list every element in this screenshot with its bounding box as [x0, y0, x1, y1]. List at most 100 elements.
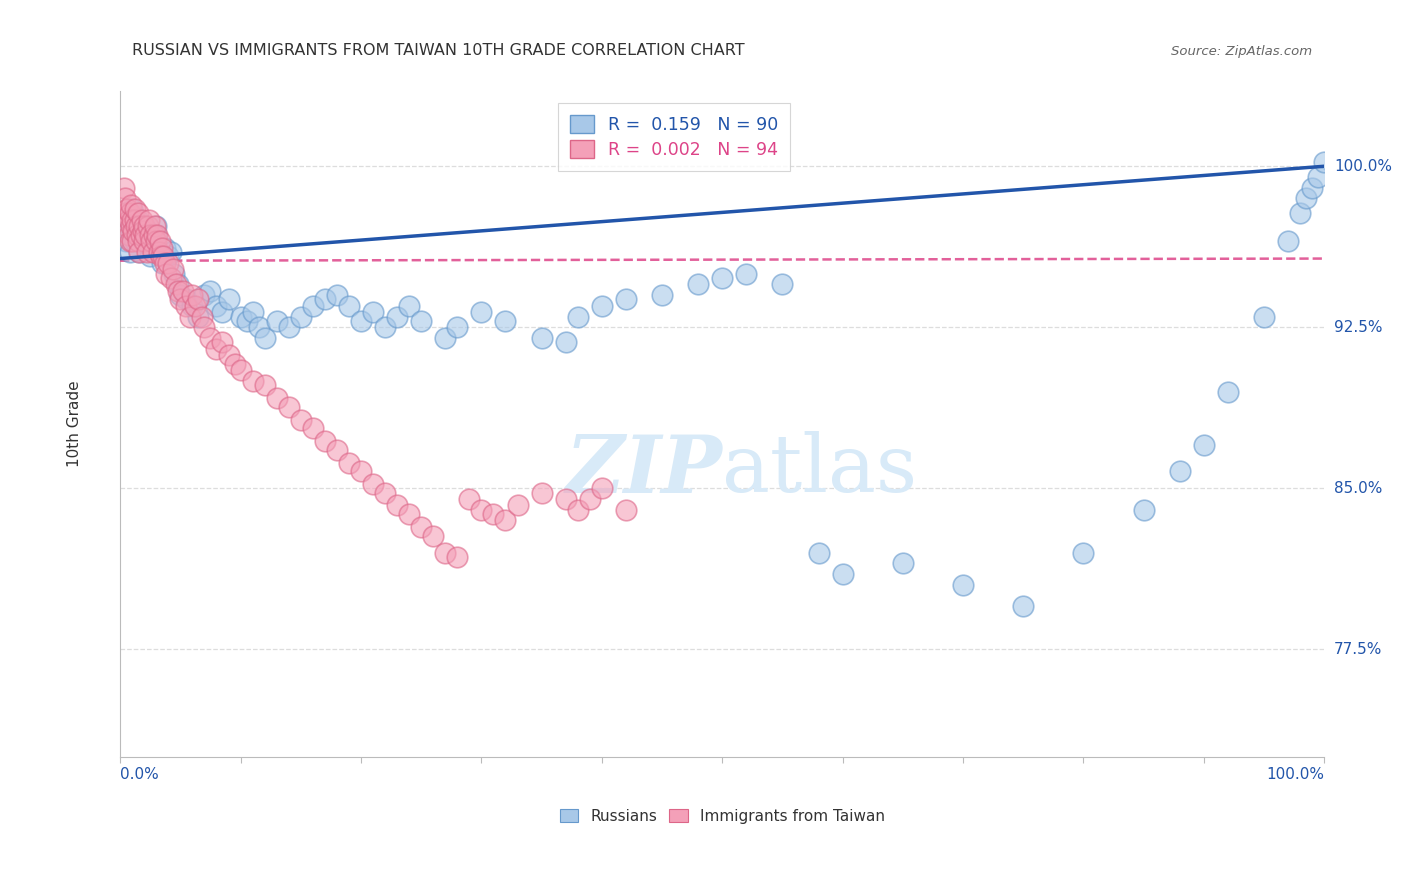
Text: Source: ZipAtlas.com: Source: ZipAtlas.com	[1171, 45, 1312, 58]
Point	[134, 219, 156, 234]
Text: atlas: atlas	[723, 432, 917, 509]
Point	[434, 546, 457, 560]
Point	[1253, 310, 1275, 324]
Point	[247, 320, 270, 334]
Text: RUSSIAN VS IMMIGRANTS FROM TAIWAN 10TH GRADE CORRELATION CHART: RUSSIAN VS IMMIGRANTS FROM TAIWAN 10TH G…	[132, 43, 745, 58]
Point	[242, 305, 264, 319]
Point	[578, 491, 600, 506]
Point	[145, 235, 167, 249]
Point	[122, 224, 145, 238]
Point	[1308, 169, 1330, 184]
Point	[385, 310, 408, 324]
Point	[127, 227, 149, 242]
Point	[1289, 206, 1312, 220]
Point	[458, 491, 481, 506]
Point	[235, 314, 257, 328]
Point	[374, 485, 396, 500]
Point	[159, 245, 181, 260]
Point	[229, 310, 252, 324]
Point	[495, 314, 517, 328]
Text: 10th Grade: 10th Grade	[67, 381, 82, 467]
Point	[651, 288, 673, 302]
Point	[614, 293, 637, 307]
Point	[150, 241, 173, 255]
Point	[112, 180, 135, 194]
Point	[135, 235, 157, 249]
Text: 77.5%: 77.5%	[1334, 641, 1382, 657]
Point	[181, 299, 204, 313]
Point	[374, 320, 396, 334]
Point	[117, 227, 139, 242]
Point	[125, 224, 148, 238]
Point	[139, 227, 162, 242]
Text: 100.0%: 100.0%	[1334, 159, 1392, 174]
Point	[290, 310, 312, 324]
Point	[530, 485, 553, 500]
Point	[350, 464, 373, 478]
Point	[350, 314, 373, 328]
Point	[411, 314, 433, 328]
Point	[1168, 464, 1191, 478]
Point	[398, 507, 420, 521]
Point	[120, 227, 142, 242]
Point	[169, 288, 191, 302]
Point	[1313, 155, 1336, 169]
Point	[434, 331, 457, 345]
Point	[187, 310, 209, 324]
Point	[117, 213, 139, 227]
Point	[1073, 546, 1095, 560]
Point	[711, 271, 734, 285]
Point	[301, 421, 323, 435]
Point	[1132, 502, 1154, 516]
Point	[155, 267, 177, 281]
Point	[128, 245, 150, 260]
Point	[167, 277, 190, 292]
Point	[567, 502, 589, 516]
Point	[952, 578, 974, 592]
Point	[1301, 180, 1323, 194]
Point	[200, 331, 222, 345]
Point	[159, 271, 181, 285]
Point	[253, 378, 276, 392]
Point	[118, 206, 141, 220]
Point	[142, 245, 165, 260]
Point	[277, 320, 299, 334]
Point	[143, 219, 166, 234]
Point	[167, 284, 190, 298]
Point	[506, 499, 529, 513]
Point	[495, 513, 517, 527]
Point	[128, 245, 150, 260]
Point	[124, 202, 146, 217]
Point	[314, 293, 336, 307]
Point	[129, 219, 152, 234]
Point	[179, 310, 201, 324]
Point	[193, 288, 215, 302]
Point	[218, 293, 240, 307]
Point	[163, 267, 186, 281]
Point	[326, 442, 349, 457]
Point	[136, 219, 159, 234]
Point	[124, 213, 146, 227]
Point	[831, 567, 853, 582]
Point	[470, 502, 492, 516]
Text: 0.0%: 0.0%	[120, 767, 159, 782]
Point	[807, 546, 830, 560]
Point	[200, 284, 222, 298]
Point	[470, 305, 492, 319]
Point	[141, 241, 163, 255]
Point	[735, 267, 758, 281]
Point	[148, 245, 170, 260]
Point	[422, 528, 444, 542]
Point	[411, 520, 433, 534]
Point	[149, 235, 172, 249]
Point	[266, 314, 288, 328]
Point	[162, 262, 184, 277]
Point	[120, 198, 142, 212]
Point	[129, 227, 152, 242]
Text: 92.5%: 92.5%	[1334, 319, 1382, 334]
Point	[181, 288, 204, 302]
Point	[398, 299, 420, 313]
Point	[165, 277, 187, 292]
Point	[157, 256, 180, 270]
Point	[385, 499, 408, 513]
